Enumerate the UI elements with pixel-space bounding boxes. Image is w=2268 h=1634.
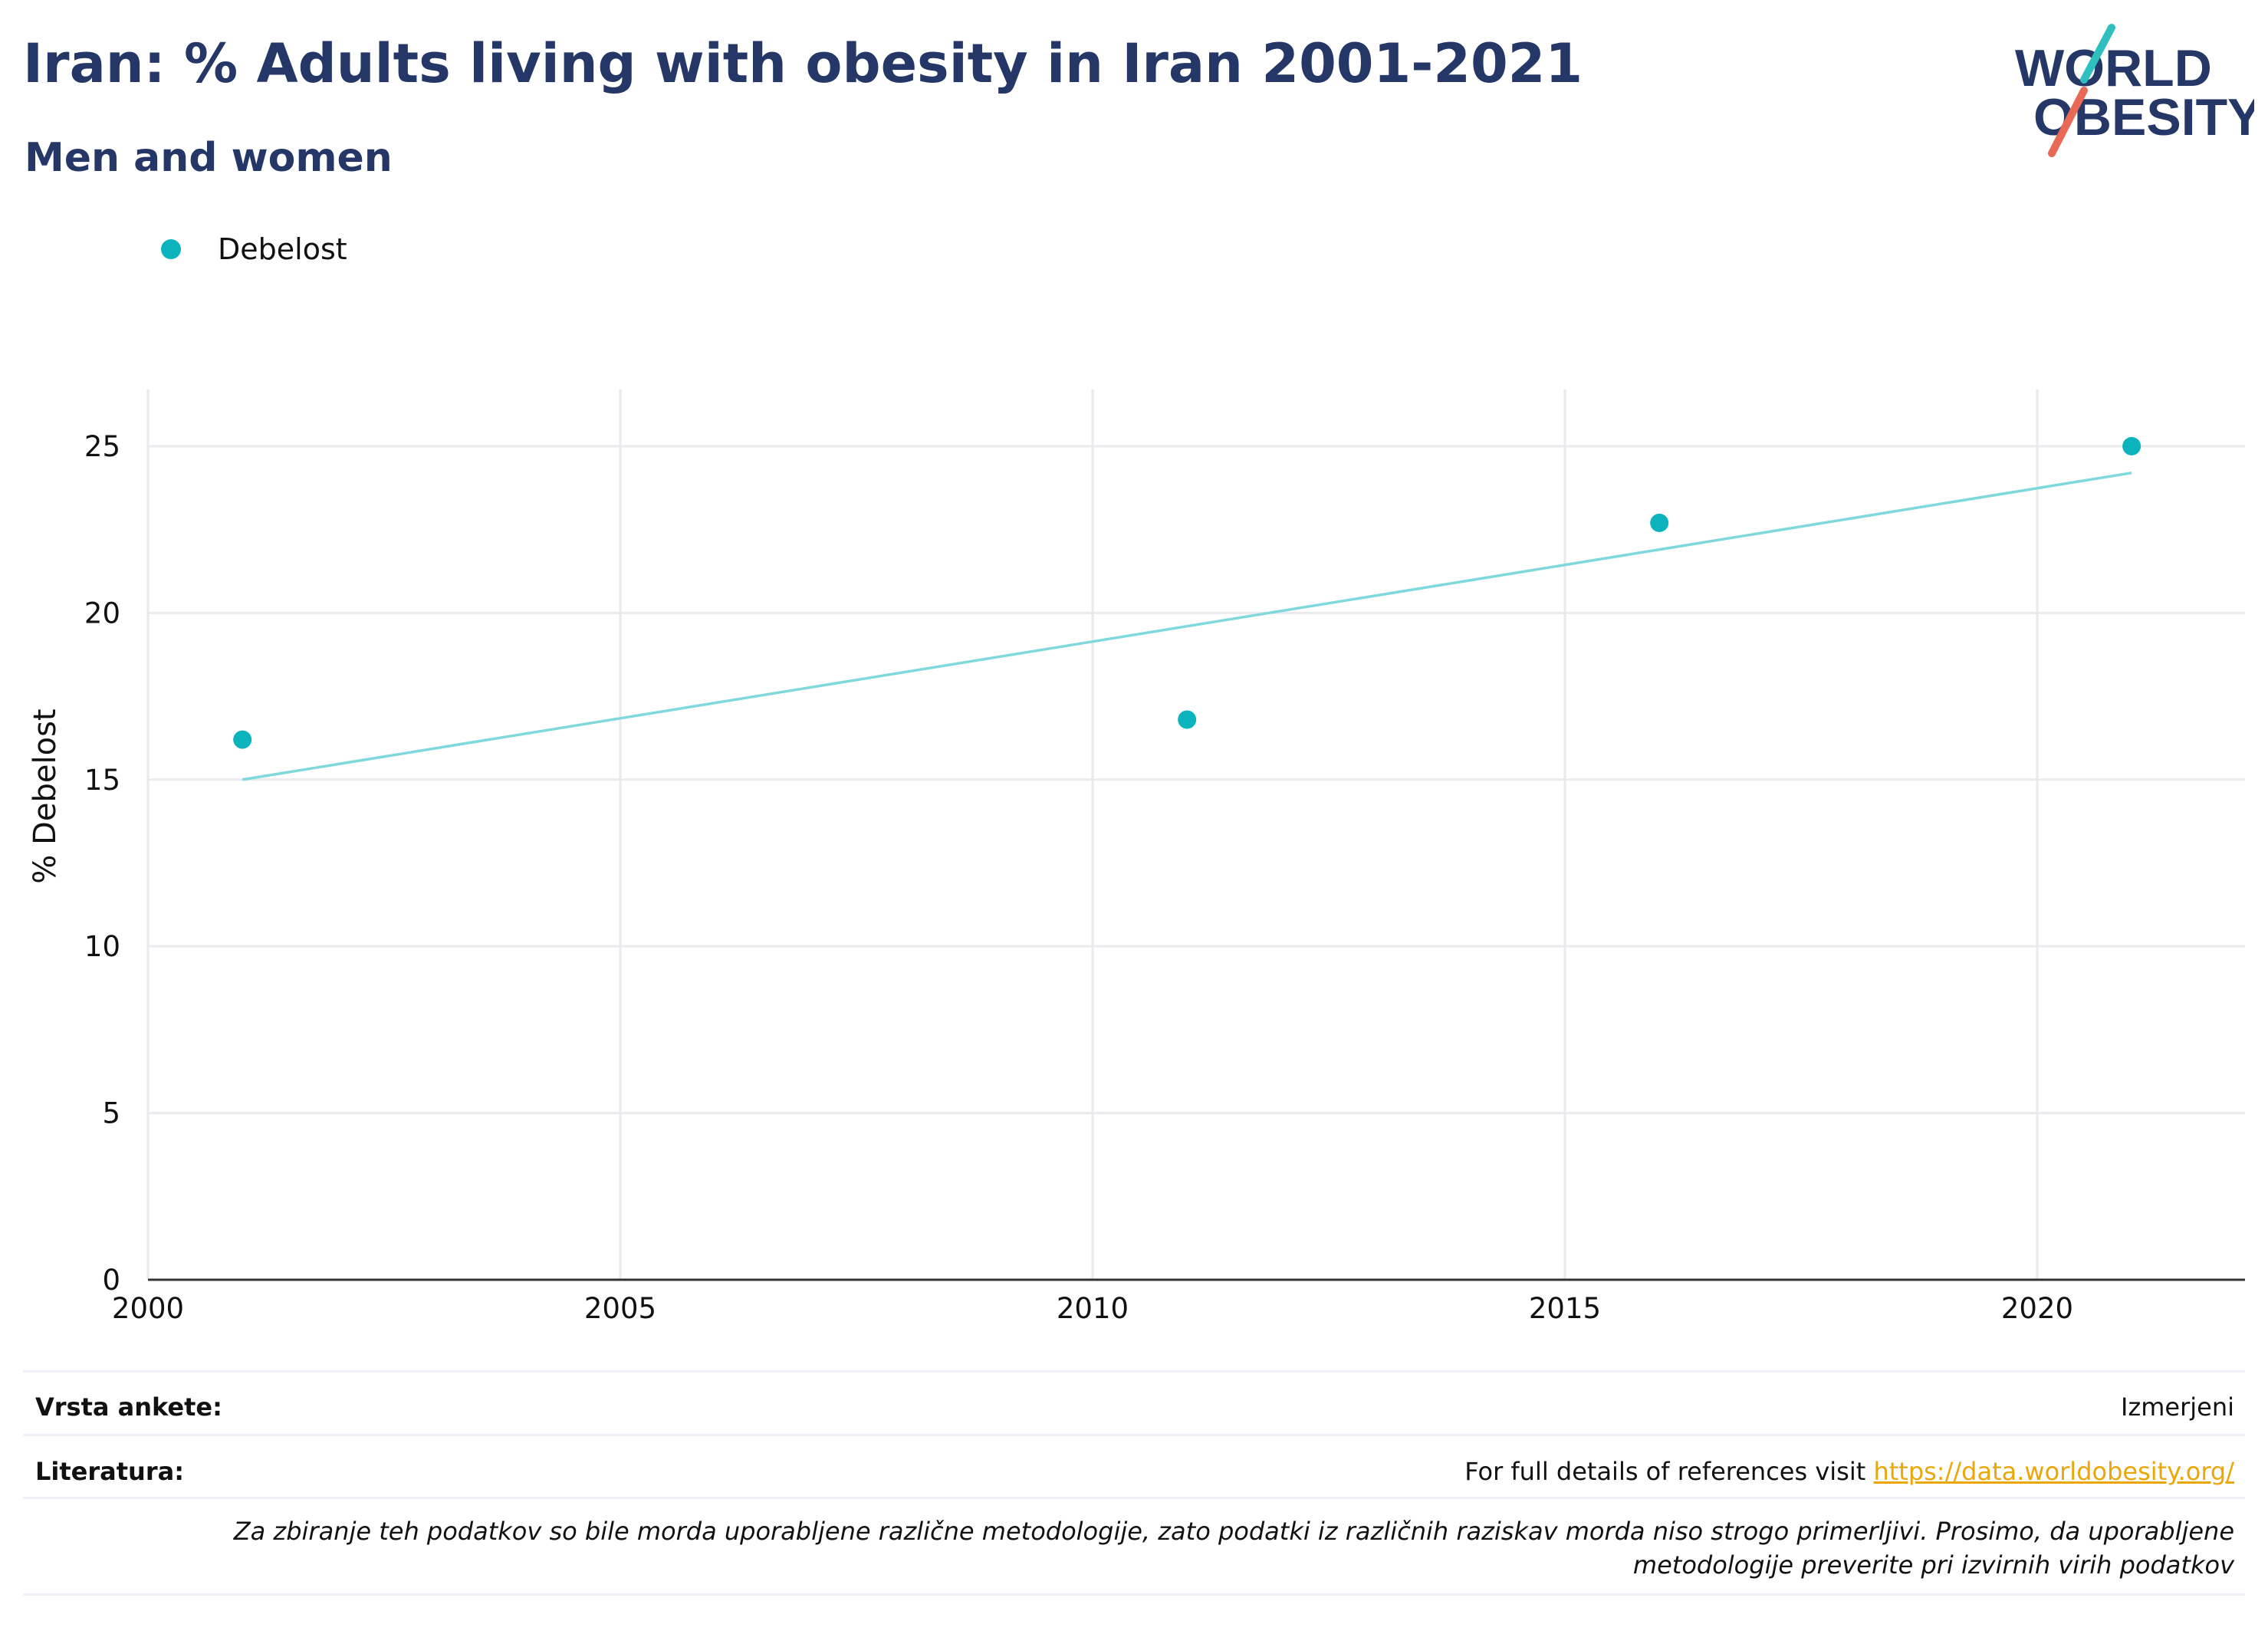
x-tick-label: 2020: [2001, 1292, 2073, 1319]
legend-marker: [161, 239, 181, 259]
data-point[interactable]: [1650, 513, 1669, 532]
survey-type-label: Vrsta ankete:: [35, 1392, 222, 1422]
y-tick-label: 10: [84, 930, 120, 963]
info-divider-bottom: [23, 1593, 2245, 1596]
info-divider-top: [23, 1370, 2245, 1373]
chart-legend[interactable]: Debelost: [161, 230, 347, 268]
info-divider-lower: [23, 1497, 2245, 1499]
world-obesity-logo: WORLD OBESITY: [2015, 24, 2254, 157]
logo-text-world: WORLD: [2015, 39, 2212, 97]
chart-subtitle: Men and women: [25, 135, 393, 181]
y-tick-label: 25: [84, 430, 120, 463]
axis-ticks: 0 5 10 15 20 25 2000 2005 2010 2015 2020: [84, 430, 2073, 1319]
y-tick-label: 20: [84, 597, 120, 630]
methodology-disclaimer: Za zbiranje teh podatkov so bile morda u…: [233, 1517, 2234, 1580]
chart-title: Iran: % Adults living with obesity in Ir…: [23, 32, 1583, 95]
y-tick-label: 0: [102, 1264, 120, 1297]
survey-type-value: Izmerjeni: [2121, 1392, 2234, 1422]
legend-label: Debelost: [218, 232, 347, 266]
logo-slash-red: [2048, 87, 2088, 157]
grid-lines: [146, 390, 2245, 1280]
data-point[interactable]: [2122, 436, 2141, 455]
data-point[interactable]: [1178, 710, 1197, 729]
y-axis-title: % Debelost: [28, 709, 63, 883]
x-tick-label: 2005: [584, 1292, 656, 1319]
references-value: For full details of references visit htt…: [1464, 1457, 2234, 1486]
references-label: Literatura:: [35, 1457, 184, 1486]
y-tick-label: 5: [102, 1097, 120, 1130]
data-point[interactable]: [233, 730, 252, 749]
x-tick-label: 2015: [1529, 1292, 1601, 1319]
chart-plot: 0 5 10 15 20 25 2000 2005 2010 2015 2020 % Debelos…: [28, 390, 2245, 1319]
data-points: [233, 436, 2141, 749]
trend-line: [242, 471, 2132, 781]
x-tick-label: 2010: [1057, 1292, 1129, 1319]
x-tick-label: 2000: [112, 1292, 184, 1319]
references-link[interactable]: https://data.worldobesity.org/: [1873, 1457, 2234, 1486]
info-divider-middle: [23, 1434, 2245, 1436]
references-text: For full details of references visit: [1464, 1457, 1874, 1486]
logo-slash-teal: [2080, 24, 2115, 84]
y-tick-label: 15: [84, 764, 120, 797]
